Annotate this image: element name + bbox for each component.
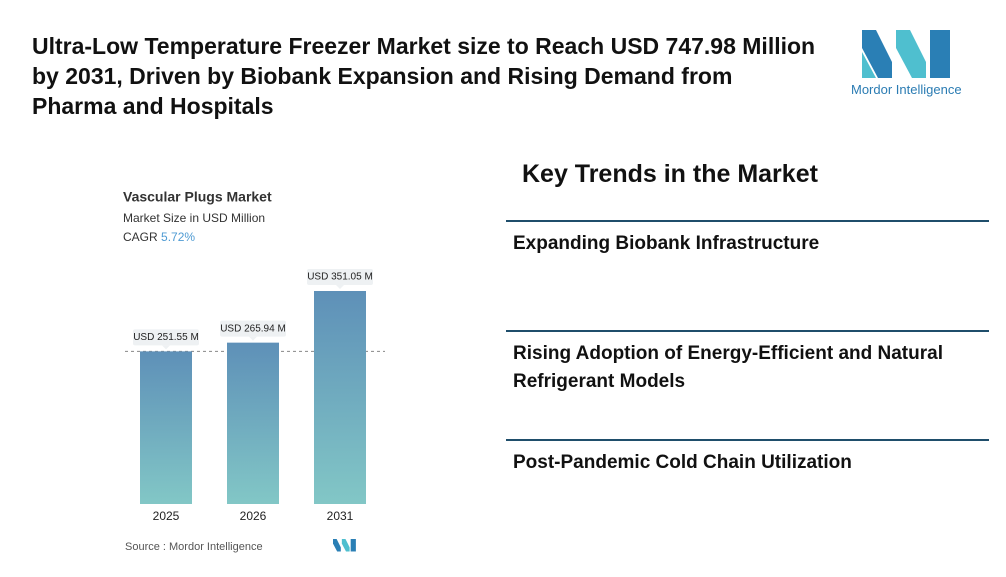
divider [506, 439, 989, 441]
logo-mark [862, 30, 950, 78]
x-tick-label: 2025 [153, 509, 180, 523]
value-label-box [307, 269, 373, 285]
value-label: USD 351.05 M [307, 272, 373, 283]
value-label-pointer [249, 336, 257, 341]
bar [140, 351, 192, 504]
trend-item: Expanding Biobank Infrastructure [513, 233, 820, 254]
value-label: USD 251.55 M [133, 332, 199, 343]
cagr: CAGR 5.72% [123, 230, 195, 244]
cagr-label: CAGR [123, 230, 158, 244]
bar [227, 342, 279, 504]
chart-subtitle: Market Size in USD Million [123, 211, 265, 225]
chart-title: Vascular Plugs Market [123, 189, 272, 205]
divider [506, 220, 989, 222]
trends-title: Key Trends in the Market [522, 160, 818, 188]
bar [314, 291, 366, 504]
x-tick-label: 2031 [327, 509, 354, 523]
page-title: Ultra-Low Temperature Freezer Market siz… [32, 33, 816, 119]
chart: Vascular Plugs Market Market Size in USD… [123, 189, 385, 553]
logo-text: Mordor Intelligence [851, 82, 962, 97]
value-label-pointer [162, 345, 170, 350]
source-logo [333, 539, 356, 552]
trend-item: Post-Pandemic Cold Chain Utilization [513, 452, 852, 473]
trend-item: Rising Adoption of Energy-Efficient and … [513, 343, 943, 392]
source: Source : Mordor Intelligence [125, 541, 263, 553]
x-tick-label: 2026 [240, 509, 267, 523]
value-label-box [133, 329, 199, 346]
cagr-value: 5.72% [161, 230, 195, 244]
divider [506, 330, 989, 332]
value-label-pointer [336, 285, 344, 289]
value-label-box [220, 320, 286, 337]
value-label: USD 265.94 M [220, 323, 286, 334]
